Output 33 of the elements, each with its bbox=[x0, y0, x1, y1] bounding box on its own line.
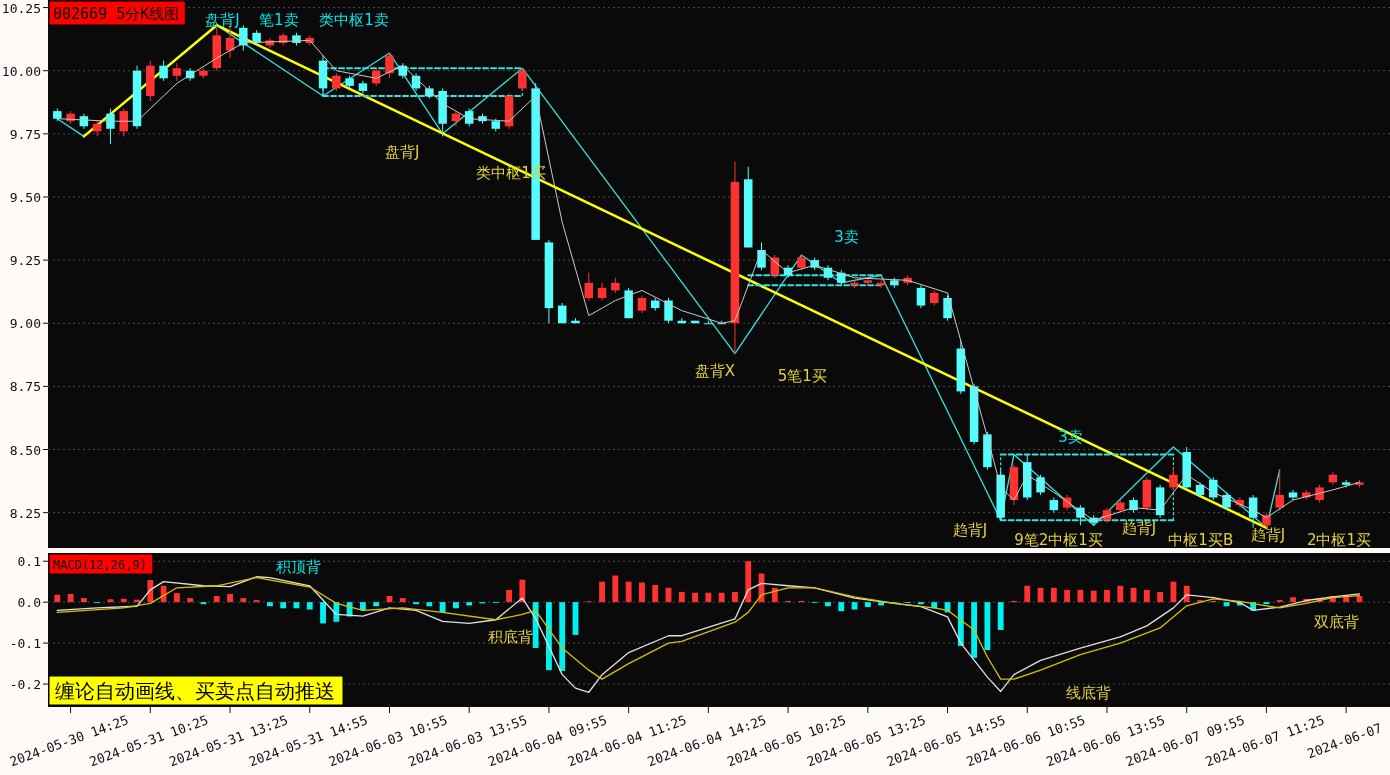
annotation: 盘背J bbox=[385, 142, 420, 161]
chart-title: MACD(12,26,9) bbox=[53, 558, 147, 572]
y-tick-label: 9.50 bbox=[9, 189, 41, 205]
annotation: 盘背X bbox=[694, 362, 736, 381]
y-tick-label: 9.75 bbox=[9, 126, 41, 142]
annotation: 3卖 bbox=[834, 228, 859, 247]
annotation: 缠论自动画线、买卖点自动推送 bbox=[55, 679, 335, 703]
annotation: 积底背 bbox=[488, 628, 534, 647]
y-tick-label: 10.25 bbox=[1, 0, 41, 16]
y-tick-label: 8.50 bbox=[9, 442, 41, 458]
y-tick-label: 0.1 bbox=[17, 554, 41, 570]
annotation: 线底背 bbox=[1065, 683, 1111, 702]
annotation: 趋背J bbox=[1250, 526, 1286, 545]
y-tick-label: 9.00 bbox=[9, 316, 41, 332]
y-tick-label: 8.75 bbox=[9, 379, 41, 395]
y-tick-label: -0.2 bbox=[9, 677, 41, 693]
annotation: 笔1卖 bbox=[259, 10, 299, 29]
y-tick-label: 0.0 bbox=[17, 595, 41, 611]
chart-title: 002669 5分K线图 bbox=[53, 5, 180, 23]
annotation: 双底背 bbox=[1313, 612, 1359, 631]
annotation: 趋背J bbox=[1121, 518, 1157, 537]
annotation: 盘背J bbox=[205, 10, 240, 29]
y-tick-label: 10.00 bbox=[1, 63, 41, 79]
y-tick-label: 8.25 bbox=[9, 505, 41, 521]
annotation: 5笔1买 bbox=[777, 367, 827, 386]
y-tick-label: 9.25 bbox=[9, 253, 41, 269]
annotation: 趋背J bbox=[952, 521, 988, 540]
y-tick-label: -0.1 bbox=[9, 636, 41, 652]
annotation: 类中枢1卖 bbox=[319, 10, 389, 29]
annotation: 2中枢1买 bbox=[1306, 530, 1372, 549]
annotation: 中枢1买B bbox=[1168, 530, 1234, 549]
annotation: 积顶背 bbox=[276, 558, 322, 577]
annotation: 9笔2中枢1买 bbox=[1014, 530, 1103, 549]
